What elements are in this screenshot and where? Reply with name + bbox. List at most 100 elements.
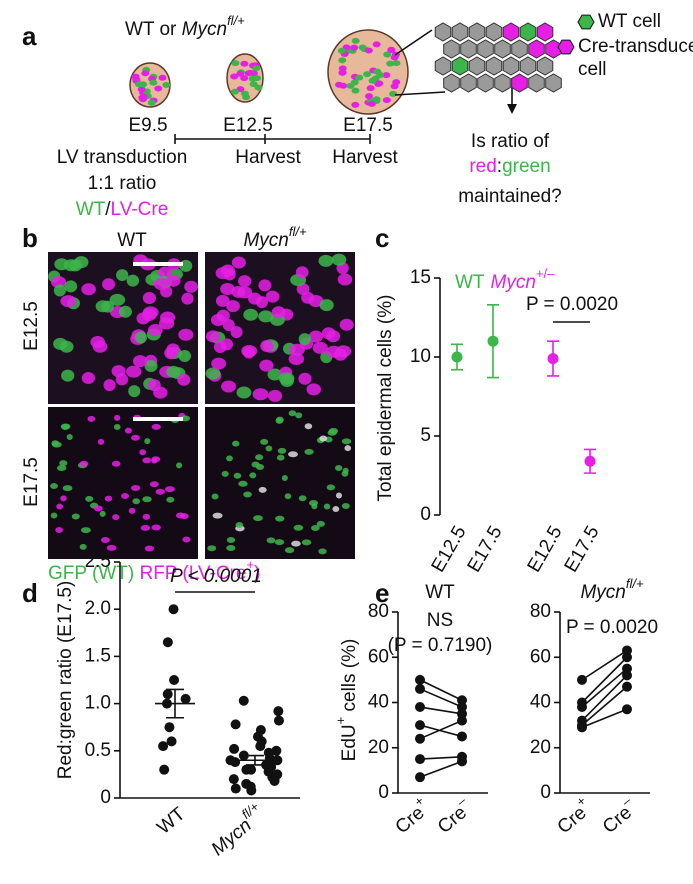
cell	[288, 451, 298, 458]
cell	[153, 277, 169, 290]
point	[584, 455, 596, 467]
column-label: WT	[117, 230, 147, 251]
cell	[327, 429, 337, 436]
cell	[311, 503, 318, 510]
cell	[181, 292, 194, 305]
cell	[326, 484, 336, 491]
y-tick-label: 80	[368, 601, 389, 622]
cell	[166, 496, 175, 503]
cell	[149, 481, 159, 488]
scale-bar	[133, 262, 183, 266]
cell	[165, 274, 181, 287]
cell	[281, 475, 288, 482]
cell-dot	[390, 83, 399, 90]
cell-dot	[351, 101, 360, 108]
cell	[124, 427, 132, 434]
point	[273, 715, 284, 726]
y-axis-label: EdU+ cells (%)	[333, 639, 360, 762]
cell	[289, 343, 305, 356]
cell	[71, 513, 80, 520]
cell-dot	[338, 65, 347, 72]
genotype: WT or Mycnfl/+	[125, 13, 245, 40]
point	[168, 604, 179, 615]
cell-dot	[147, 99, 156, 106]
point	[487, 335, 499, 347]
timepoint: E17.5	[343, 115, 393, 136]
y-tick-label: 1.0	[85, 693, 111, 714]
panel-label: b	[22, 223, 38, 253]
cell	[50, 512, 58, 519]
cell-dot	[230, 88, 239, 95]
cell-dot	[346, 82, 355, 89]
cell	[64, 280, 78, 293]
text: WT	[425, 582, 455, 603]
cell	[341, 470, 349, 477]
text: LV-Cre	[111, 199, 169, 220]
x-tick-label: Mycnfl/+	[204, 799, 270, 860]
hex-cell	[545, 73, 562, 93]
text: fl/+	[626, 576, 644, 591]
cell	[151, 524, 161, 531]
cell	[231, 256, 246, 269]
cell-dot	[337, 47, 346, 54]
pair-line	[581, 674, 628, 722]
point	[577, 674, 587, 685]
y-tick-label: 2.0	[85, 598, 111, 619]
cell	[210, 314, 226, 327]
cell	[331, 253, 347, 266]
cell	[205, 330, 221, 343]
cell	[335, 345, 352, 358]
cell	[104, 495, 113, 502]
hex-cell	[451, 22, 469, 42]
cell-dot	[158, 74, 167, 81]
cell-dot	[363, 71, 372, 78]
legend-entry: WT	[455, 272, 485, 293]
hex-cell	[528, 73, 545, 93]
cell-dot	[372, 41, 381, 48]
cell-dot	[254, 84, 263, 91]
text: )	[254, 563, 260, 584]
point	[269, 776, 280, 787]
cell	[148, 324, 163, 337]
pair-line	[419, 688, 463, 708]
hex-cell	[477, 73, 494, 93]
hex-cell	[460, 39, 477, 59]
cell-dot	[149, 79, 158, 86]
text: WT	[153, 803, 189, 838]
point	[229, 743, 240, 754]
cell	[278, 372, 295, 385]
zoom-line	[394, 29, 433, 56]
cell	[60, 423, 71, 430]
cell	[318, 548, 327, 555]
hex-cell	[477, 39, 494, 59]
point	[228, 774, 239, 785]
cell	[318, 254, 334, 267]
panel-label: d	[22, 578, 38, 608]
question: maintained?	[458, 186, 562, 207]
point	[577, 702, 587, 713]
cell	[237, 286, 253, 299]
cell	[120, 493, 129, 500]
cell	[288, 410, 297, 417]
point	[577, 722, 587, 733]
point	[415, 772, 425, 783]
cell	[128, 507, 136, 514]
cell	[253, 515, 263, 522]
point	[457, 731, 467, 742]
cell	[56, 465, 67, 472]
timepoint: E9.5	[128, 115, 167, 136]
cell	[341, 503, 350, 510]
cell-dot	[373, 68, 382, 75]
hex-cell	[528, 39, 545, 59]
cell	[109, 293, 126, 306]
cell	[298, 495, 307, 502]
cell	[258, 310, 274, 323]
cell	[126, 274, 140, 287]
point	[622, 704, 632, 715]
cell	[259, 359, 274, 372]
point	[169, 675, 180, 685]
hex-cell	[519, 56, 537, 76]
hex-cell	[443, 73, 460, 93]
x-tick-label: E17.5	[561, 523, 604, 577]
cell	[339, 318, 354, 331]
